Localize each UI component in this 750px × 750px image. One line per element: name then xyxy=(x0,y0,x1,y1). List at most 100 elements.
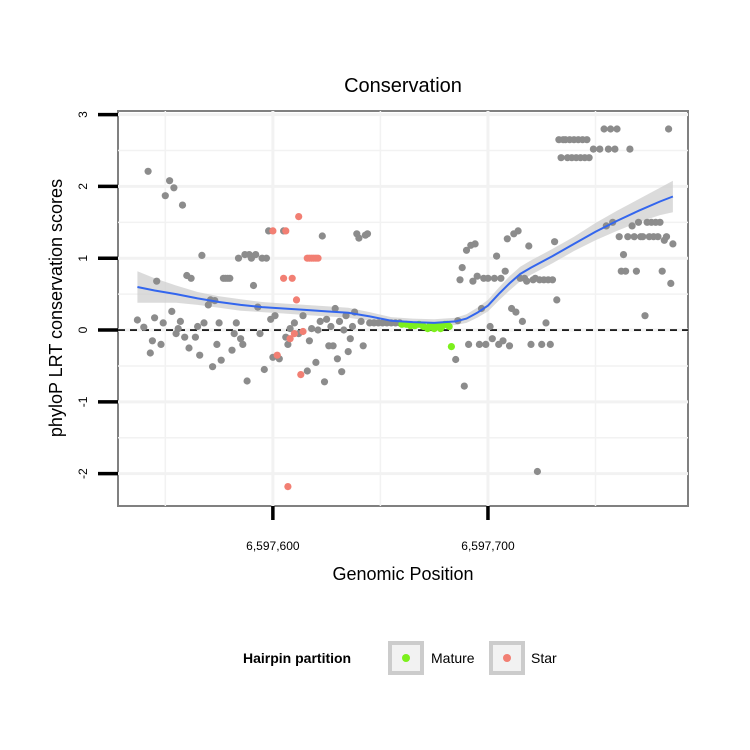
point-star xyxy=(299,327,307,336)
points-layer xyxy=(133,125,677,491)
point-other xyxy=(512,308,520,316)
point-other xyxy=(632,267,641,275)
point-other xyxy=(622,267,630,275)
point-other xyxy=(465,340,473,348)
point-other xyxy=(187,274,195,282)
confidence-band-layer xyxy=(137,180,673,327)
point-other xyxy=(181,333,189,341)
point-other xyxy=(346,335,354,343)
point-mature xyxy=(447,343,455,351)
point-other xyxy=(557,154,565,162)
point-other xyxy=(290,319,298,327)
point-other xyxy=(641,312,649,320)
point-other xyxy=(228,346,236,354)
legend-title: Hairpin partition xyxy=(243,650,351,666)
point-other xyxy=(320,378,329,386)
y-tick-label: -1 xyxy=(76,396,90,407)
point-other xyxy=(340,326,348,334)
point-other xyxy=(200,319,208,327)
x-axis: 6,597,600 6,597,700 xyxy=(246,506,515,553)
point-other xyxy=(596,145,604,153)
point-other xyxy=(344,348,352,356)
point-other xyxy=(217,356,225,364)
point-other xyxy=(316,317,324,325)
point-other xyxy=(232,319,240,327)
point-other xyxy=(611,145,619,153)
chart-title: Conservation xyxy=(344,75,462,97)
point-other xyxy=(185,344,193,352)
y-tick-label: 0 xyxy=(76,326,90,333)
point-other xyxy=(600,125,608,133)
point-other xyxy=(634,218,643,226)
point-star xyxy=(290,330,298,338)
point-other xyxy=(355,234,363,242)
point-other xyxy=(658,267,666,275)
point-other xyxy=(239,340,247,348)
point-other xyxy=(542,319,550,327)
point-star xyxy=(269,227,277,235)
point-other xyxy=(482,340,490,348)
point-star xyxy=(295,213,303,221)
x-tick-label: 6,597,600 xyxy=(246,539,300,553)
point-other xyxy=(286,325,294,333)
point-other xyxy=(144,167,152,175)
point-other xyxy=(323,315,331,323)
point-other xyxy=(628,222,636,230)
plot-panel xyxy=(117,110,689,507)
point-other xyxy=(585,154,593,162)
point-other xyxy=(157,340,165,348)
point-other xyxy=(226,274,234,282)
confidence-band xyxy=(137,180,673,327)
point-other xyxy=(348,322,357,331)
point-other xyxy=(342,312,350,320)
legend-dot-star xyxy=(503,654,511,662)
point-other xyxy=(499,337,507,345)
point-star xyxy=(286,335,294,343)
point-other xyxy=(607,125,615,133)
point-other xyxy=(669,240,677,248)
x-tick-label: 6,597,700 xyxy=(461,539,515,553)
point-other xyxy=(215,319,223,327)
point-other xyxy=(363,230,372,238)
point-other xyxy=(133,316,141,324)
point-other xyxy=(665,125,673,133)
point-star xyxy=(297,371,305,379)
point-other xyxy=(667,279,675,287)
legend-label-star: Star xyxy=(531,650,557,666)
point-other xyxy=(312,358,320,366)
point-other xyxy=(314,326,322,334)
point-other xyxy=(146,349,154,357)
point-other xyxy=(271,312,279,320)
legend-label-mature: Mature xyxy=(431,650,475,666)
point-other xyxy=(249,281,258,290)
point-other xyxy=(166,177,174,185)
y-axis: -2 -1 0 1 2 3 xyxy=(76,111,118,479)
point-other xyxy=(452,355,460,364)
point-other xyxy=(456,276,464,284)
point-other xyxy=(462,246,471,254)
point-other xyxy=(243,377,251,385)
point-other xyxy=(176,317,184,325)
smooth-line xyxy=(137,195,674,324)
point-other xyxy=(497,274,505,282)
point-other xyxy=(553,296,561,304)
point-other xyxy=(359,342,367,350)
point-other xyxy=(191,333,199,341)
point-other xyxy=(213,340,221,348)
point-star xyxy=(314,254,322,262)
point-other xyxy=(168,307,176,315)
point-other xyxy=(252,251,260,259)
point-other xyxy=(148,337,156,345)
y-axis-label: phyloP LRT conservation scores xyxy=(46,179,66,437)
point-other xyxy=(589,145,598,153)
legend-dot-mature xyxy=(402,654,410,662)
point-other xyxy=(488,335,496,343)
point-other xyxy=(505,342,514,350)
point-other xyxy=(198,251,206,259)
point-other xyxy=(475,340,483,348)
point-other xyxy=(471,240,479,248)
point-other xyxy=(308,325,316,333)
point-other xyxy=(486,322,494,331)
panel-border xyxy=(117,110,689,507)
